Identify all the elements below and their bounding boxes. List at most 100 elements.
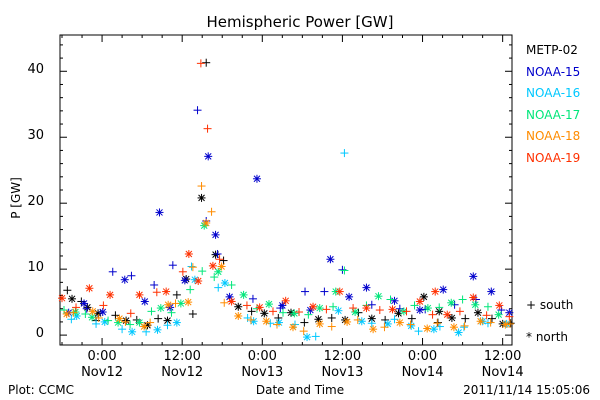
data-point-south (63, 286, 72, 295)
data-point-south (349, 304, 358, 313)
y-tick-label: 20 (27, 194, 44, 210)
data-point-north (252, 174, 261, 183)
data-point-north (194, 277, 203, 286)
data-point-north (260, 309, 269, 318)
data-point-north (120, 275, 129, 284)
data-point-north (234, 302, 243, 311)
data-point-south (172, 290, 181, 299)
data-point-south (178, 267, 187, 276)
footer-timestamp: 2011/11/14 15:05:06 (463, 383, 590, 397)
data-point-north (172, 318, 181, 327)
data-point-north (315, 319, 324, 328)
data-point-north (345, 292, 354, 301)
data-point-south (92, 319, 101, 328)
plot-axes-frame (59, 34, 513, 346)
data-point-north (239, 290, 248, 299)
data-point-north (423, 304, 432, 313)
data-point-south (402, 307, 411, 316)
data-point-south (196, 59, 205, 68)
data-point-north (135, 290, 144, 299)
data-point-north (395, 318, 404, 327)
x-tick-label-time: 0:00 (247, 349, 277, 364)
data-point-south (163, 321, 172, 330)
data-point-north (114, 318, 123, 327)
data-point-south (72, 303, 81, 312)
data-point-south (81, 310, 90, 318)
data-point-south (171, 299, 180, 308)
data-point-north (501, 320, 510, 329)
data-point-south (203, 124, 212, 133)
data-point-south (428, 310, 437, 319)
data-point-north (315, 304, 324, 313)
data-point-south (248, 294, 257, 303)
data-point-south (99, 301, 108, 310)
data-point-north (164, 300, 173, 309)
data-point-south (202, 58, 211, 67)
data-point-north (487, 287, 496, 296)
data-point-north (407, 321, 416, 330)
data-point-north (303, 333, 312, 342)
data-point-south (380, 323, 389, 332)
data-point-south (147, 307, 156, 316)
data-point-south (340, 149, 349, 158)
data-point-north (334, 306, 343, 315)
data-point-north (98, 308, 107, 317)
data-point-south (367, 319, 376, 328)
data-point-south (104, 316, 113, 325)
data-point-south (187, 262, 196, 271)
data-point-south (168, 261, 177, 270)
data-point-north (227, 297, 236, 306)
data-point-south (111, 311, 120, 320)
data-point-south (246, 315, 255, 324)
data-point-south (450, 300, 459, 309)
data-point-north (274, 318, 283, 327)
data-point-south (322, 305, 331, 314)
y-tick-label: 40 (27, 62, 44, 78)
data-point-south (433, 319, 442, 328)
x-tick-label-time: 0:00 (87, 349, 117, 364)
legend-entry: NOAA-17 (526, 107, 581, 122)
data-point-south (433, 318, 442, 327)
x-tick-label-date: Nov14 (401, 365, 444, 380)
data-point-north (383, 319, 392, 328)
data-point-south (407, 314, 416, 323)
data-point-south (483, 302, 492, 311)
data-point-south (274, 313, 283, 322)
data-point-south (320, 287, 329, 296)
data-point-north (122, 316, 131, 325)
x-tick-label-time: 12:00 (323, 349, 362, 364)
data-point-north (62, 310, 71, 318)
data-point-south (301, 287, 310, 296)
data-point-north (447, 298, 456, 307)
data-point-north (162, 287, 171, 296)
data-point-south (193, 106, 202, 115)
data-point-south (220, 298, 229, 307)
data-point-north (68, 294, 77, 303)
data-point-south (406, 320, 415, 329)
data-point-north (367, 314, 376, 323)
data-point-north (362, 304, 371, 313)
data-point-south (268, 307, 277, 316)
data-point-north (163, 316, 172, 325)
data-point-north (184, 249, 193, 258)
data-point-south (486, 318, 495, 327)
x-tick-label-date: Nov12 (81, 365, 123, 380)
data-point-north (326, 255, 335, 264)
x-tick-label-time: 12:00 (163, 349, 201, 364)
data-point-south (94, 313, 103, 322)
data-point-south (327, 313, 336, 322)
data-point-south (482, 311, 491, 320)
data-point-south (353, 315, 362, 324)
data-point-north (128, 327, 137, 336)
data-point-north (71, 308, 80, 317)
data-point-south (460, 321, 469, 330)
data-point-north (439, 285, 448, 294)
data-point-south (210, 273, 219, 282)
y-tick-label: 10 (27, 260, 44, 276)
data-point-south (126, 309, 135, 318)
data-point-south (197, 182, 206, 191)
data-point-south (150, 280, 159, 289)
data-point-north (471, 300, 480, 309)
data-point-north (208, 261, 217, 270)
